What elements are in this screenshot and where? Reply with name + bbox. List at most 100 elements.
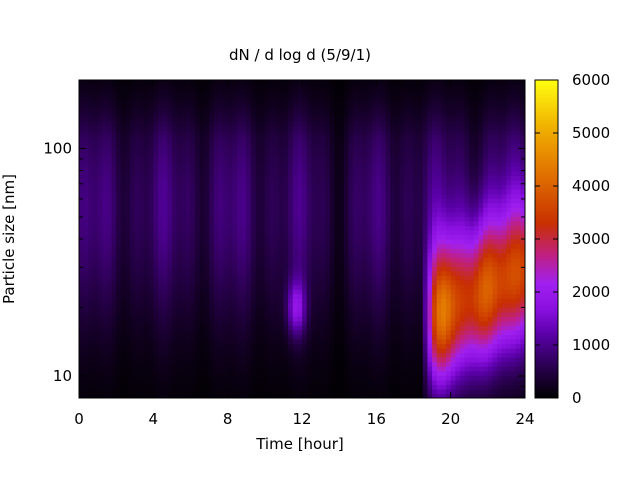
heatmap-cell [167, 361, 173, 367]
heatmap-cell [394, 234, 401, 240]
heatmap-cell [157, 379, 164, 385]
heatmap-cell [195, 284, 201, 290]
heatmap-cell [334, 266, 340, 272]
heatmap-cell [153, 266, 159, 272]
heatmap-cell [371, 334, 377, 340]
heatmap-cell [162, 338, 168, 345]
heatmap-cell [181, 189, 187, 195]
heatmap-cell [130, 334, 136, 340]
heatmap-cell [223, 125, 229, 131]
heatmap-cell [199, 298, 206, 304]
heatmap-cell [213, 329, 219, 335]
heatmap-cell [297, 116, 303, 122]
heatmap-cell [223, 175, 229, 181]
heatmap-cell [274, 261, 280, 267]
heatmap-cell [195, 170, 201, 176]
heatmap-cell [227, 116, 233, 122]
heatmap-cell [264, 366, 271, 372]
heatmap-cell [367, 329, 373, 335]
heatmap-cell [181, 357, 187, 363]
heatmap-cell [223, 184, 229, 190]
heatmap-cell [297, 120, 303, 127]
heatmap-cell [148, 334, 154, 340]
heatmap-cell [315, 211, 322, 217]
heatmap-cell [343, 379, 350, 385]
heatmap-cell [394, 288, 401, 295]
heatmap-cell [185, 220, 192, 226]
heatmap-cell [218, 261, 224, 267]
heatmap-cell [139, 329, 145, 335]
heatmap-cell [236, 157, 243, 163]
heatmap-cell [278, 134, 285, 140]
heatmap-cell [367, 189, 373, 195]
heatmap-cell [357, 284, 363, 290]
heatmap-cell [288, 111, 294, 117]
heatmap-cell [380, 284, 387, 290]
heatmap-cell [218, 166, 224, 172]
heatmap-cell [139, 225, 145, 231]
heatmap-cell [120, 211, 127, 217]
heatmap-cell [148, 107, 154, 113]
heatmap-cell [134, 370, 140, 376]
heatmap-cell [306, 179, 312, 186]
heatmap-cell [362, 179, 368, 186]
heatmap-cell [134, 125, 140, 131]
heatmap-cell [246, 370, 252, 376]
heatmap-cell [246, 229, 252, 236]
heatmap-cell [185, 111, 192, 117]
heatmap-cell [380, 116, 387, 122]
heatmap-cell [404, 152, 410, 158]
heatmap-cell [339, 152, 345, 158]
heatmap-cell [213, 161, 219, 167]
heatmap-cell [102, 89, 108, 95]
heatmap-cell [292, 116, 298, 122]
heatmap-cell [157, 202, 164, 208]
heatmap-cell [353, 211, 359, 217]
heatmap-cell [357, 134, 363, 140]
heatmap-cell [195, 102, 201, 108]
heatmap-cell [348, 89, 354, 95]
heatmap-cell [311, 198, 317, 204]
heatmap-cell [92, 179, 99, 186]
heatmap-cell [241, 370, 247, 376]
heatmap-cell [134, 320, 140, 326]
heatmap-cell [315, 307, 322, 313]
heatmap-cell [320, 234, 326, 240]
heatmap-cell [153, 211, 159, 217]
heatmap-cell [199, 211, 206, 217]
heatmap-cell [348, 116, 354, 122]
heatmap-cell [325, 307, 331, 313]
heatmap-cell [357, 302, 363, 308]
heatmap-cell [288, 166, 294, 172]
heatmap-cell [111, 311, 117, 317]
heatmap-cell [97, 211, 103, 217]
heatmap-cell [311, 320, 317, 326]
heatmap-cell [302, 207, 308, 213]
heatmap-cell [385, 266, 391, 272]
heatmap-cell [195, 148, 201, 154]
heatmap-cell [269, 307, 275, 313]
heatmap-cell [320, 379, 326, 385]
heatmap-cell [315, 229, 322, 236]
heatmap-cell [399, 379, 405, 385]
heatmap-cell [269, 134, 275, 140]
heatmap-cell [102, 288, 108, 295]
heatmap-cell [325, 243, 331, 249]
heatmap-cell [199, 284, 206, 290]
heatmap-cell [353, 370, 359, 376]
heatmap-cell [232, 143, 238, 149]
heatmap-cell [195, 193, 201, 199]
heatmap-cell [134, 202, 140, 208]
heatmap-cell [288, 225, 294, 231]
heatmap-cell [320, 325, 326, 331]
heatmap-cell [385, 243, 391, 249]
heatmap-cell [190, 129, 196, 136]
heatmap-cell [111, 116, 117, 122]
heatmap-cell [125, 379, 131, 385]
heatmap-cell [111, 302, 117, 308]
heatmap-cell [209, 325, 215, 331]
heatmap-cell [241, 375, 247, 381]
heatmap-cell [394, 166, 401, 172]
heatmap-cell [367, 98, 373, 104]
heatmap-cell [371, 84, 377, 90]
